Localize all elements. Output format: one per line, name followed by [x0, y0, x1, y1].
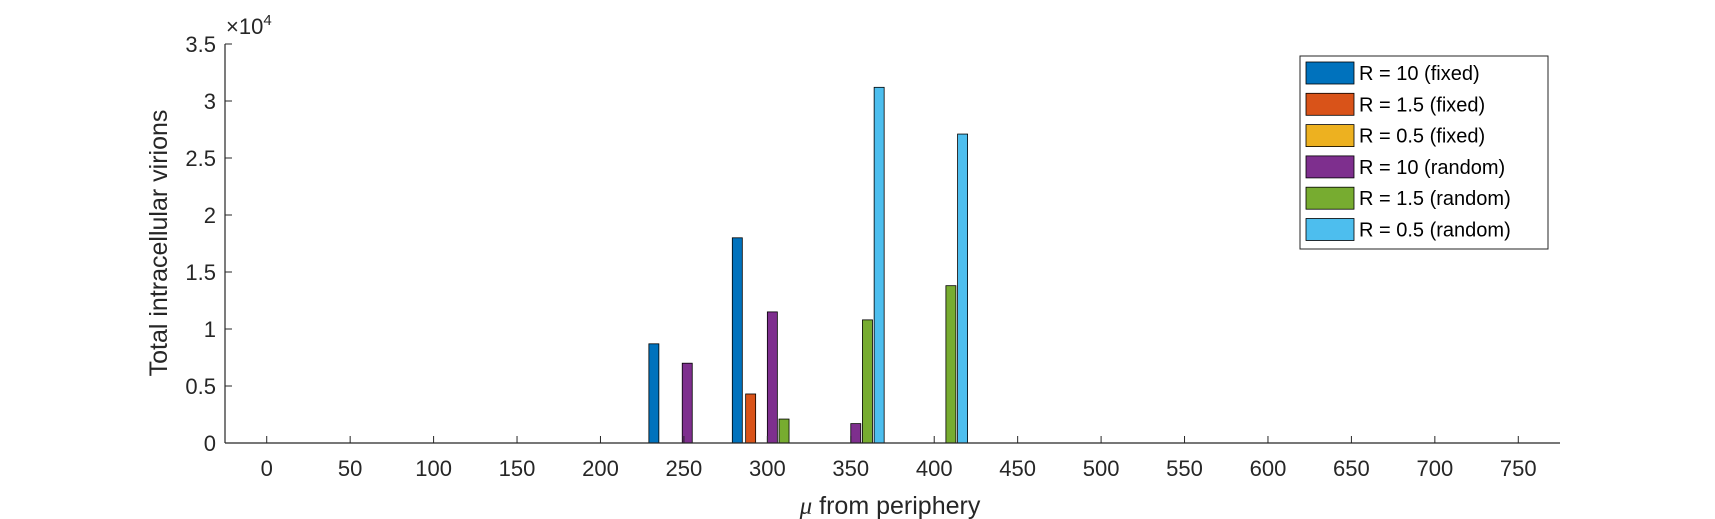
x-axis-label-symbol: μ	[799, 493, 813, 519]
legend-swatch	[1305, 218, 1355, 241]
legend: R = 10 (fixed) R = 1.5 (fixed) R = 0.5 (fi…	[1299, 55, 1549, 250]
legend-swatch	[1305, 124, 1355, 147]
bar	[731, 237, 743, 444]
legend-label: R = 0.5 (fixed)	[1359, 126, 1485, 148]
bar	[850, 423, 862, 444]
y-tick-label: 0.5	[185, 374, 216, 399]
legend-label: R = 1.5 (random)	[1359, 188, 1511, 210]
legend-label: R = 0.5 (random)	[1359, 220, 1511, 242]
bar	[873, 86, 885, 444]
y-tick-label: 3	[204, 89, 216, 114]
y-tick-label: 2.5	[185, 146, 216, 171]
bar	[945, 285, 957, 444]
y-tick-label: 2	[204, 203, 216, 228]
x-ticks-group: 0 50 100 150 200 250 300 350 400 450 500 550 600 650 7…	[261, 436, 1537, 481]
y-ticks-group: 0 0.5 1 1.5 2 2.5 3 3.5	[185, 32, 232, 456]
x-tick-label: 350	[832, 456, 869, 481]
x-tick-label: 700	[1416, 456, 1453, 481]
x-tick-label: 100	[415, 456, 452, 481]
x-tick-label: 500	[1083, 456, 1120, 481]
y-exponent-label: ×104	[226, 12, 272, 39]
legend-label: R = 10 (random)	[1359, 157, 1505, 179]
legend-swatch	[1305, 61, 1355, 85]
y-exponent-power: 4	[263, 12, 271, 29]
bar	[681, 362, 693, 444]
x-tick-label: 550	[1166, 456, 1203, 481]
x-tick-label: 200	[582, 456, 619, 481]
y-tick-label: 1.5	[185, 260, 216, 285]
x-tick-label: 50	[338, 456, 362, 481]
y-axis-label: Total intracellular virions	[145, 110, 173, 377]
bar	[778, 418, 790, 444]
legend-box	[1299, 55, 1549, 250]
x-axis-label-text: from periphery	[812, 492, 981, 519]
bar	[862, 319, 873, 444]
y-tick-label: 3.5	[185, 32, 216, 57]
legend-swatch	[1305, 92, 1355, 116]
bar	[766, 311, 778, 444]
legend-label: R = 10 (fixed)	[1359, 63, 1480, 85]
legend-swatch	[1305, 155, 1355, 179]
x-tick-label: 600	[1250, 456, 1287, 481]
y-tick-label: 0	[204, 431, 216, 456]
bar	[745, 393, 757, 444]
x-tick-label: 0	[261, 456, 273, 481]
x-axis-label: μ from periphery	[799, 492, 981, 519]
x-tick-label: 750	[1500, 456, 1537, 481]
x-tick-label: 650	[1333, 456, 1370, 481]
bar	[648, 343, 660, 444]
x-tick-label: 250	[666, 456, 703, 481]
x-tick-label: 300	[749, 456, 786, 481]
y-tick-label: 1	[204, 317, 216, 342]
x-tick-label: 400	[916, 456, 953, 481]
bar	[957, 133, 968, 444]
x-tick-label: 450	[999, 456, 1036, 481]
x-tick-label: 150	[499, 456, 536, 481]
legend-label: R = 1.5 (fixed)	[1359, 94, 1485, 116]
legend-swatch	[1305, 186, 1355, 210]
